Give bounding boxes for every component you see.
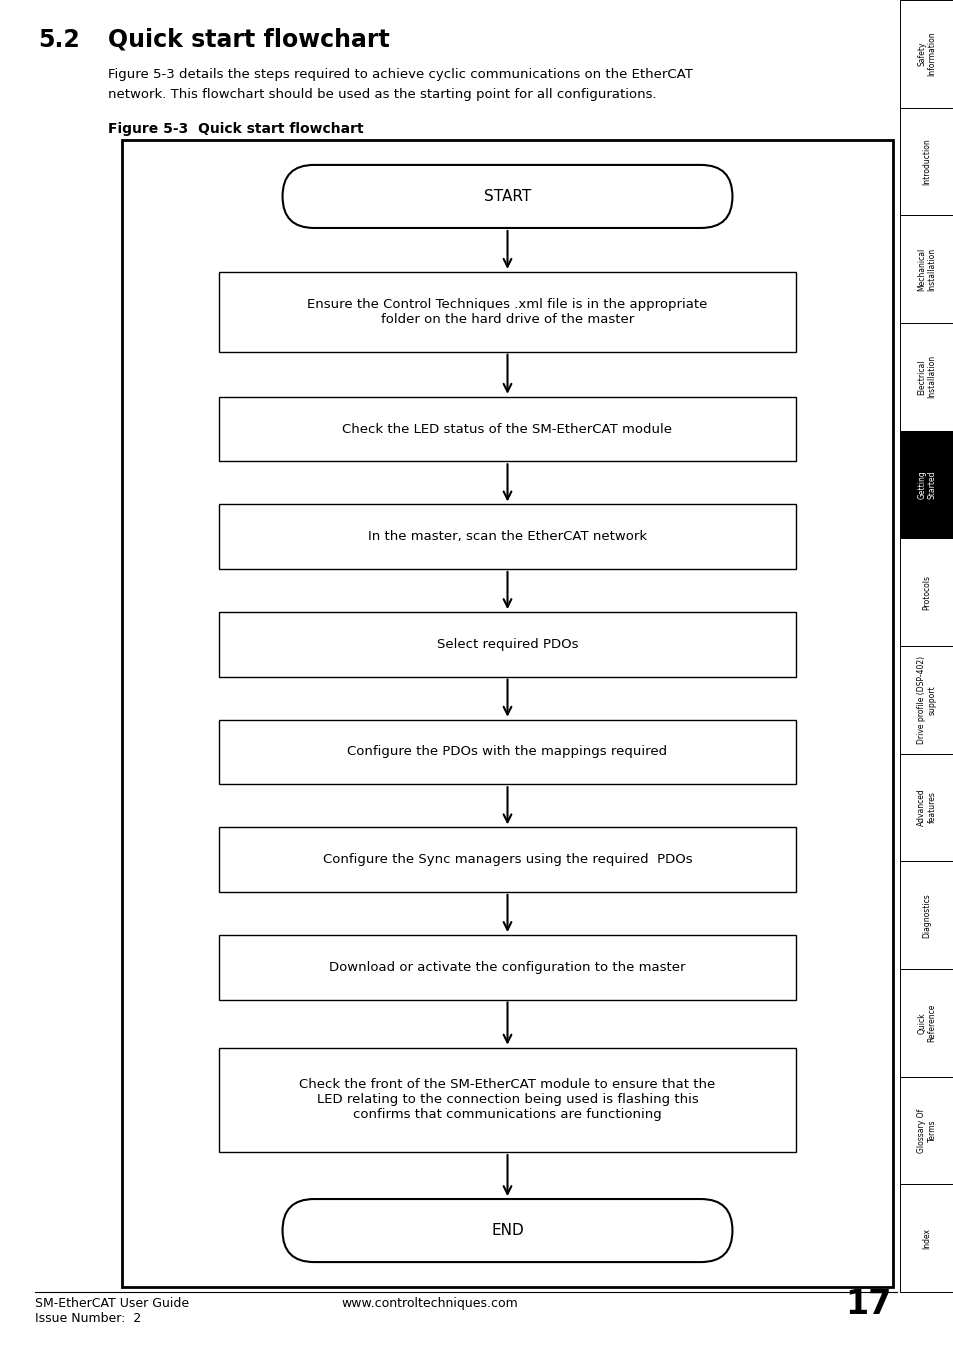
Bar bbox=[899, 753, 953, 861]
Text: Protocols: Protocols bbox=[922, 575, 930, 610]
Text: network. This flowchart should be used as the starting point for all configurati: network. This flowchart should be used a… bbox=[108, 88, 656, 101]
Bar bbox=[899, 538, 953, 646]
Bar bbox=[219, 936, 795, 999]
Bar bbox=[219, 272, 795, 352]
Text: Quick
Reference: Quick Reference bbox=[917, 1003, 936, 1042]
Text: Figure 5-3 details the steps required to achieve cyclic communications on the Et: Figure 5-3 details the steps required to… bbox=[108, 68, 692, 81]
Text: Check the front of the SM-EtherCAT module to ensure that the
LED relating to the: Check the front of the SM-EtherCAT modul… bbox=[299, 1079, 715, 1121]
FancyBboxPatch shape bbox=[282, 165, 732, 228]
Text: Select required PDOs: Select required PDOs bbox=[436, 638, 578, 650]
Text: Configure the PDOs with the mappings required: Configure the PDOs with the mappings req… bbox=[347, 745, 667, 758]
Text: 5.2: 5.2 bbox=[38, 28, 80, 51]
Text: Issue Number:  2: Issue Number: 2 bbox=[35, 1311, 141, 1325]
FancyBboxPatch shape bbox=[282, 1199, 732, 1261]
Bar bbox=[899, 861, 953, 969]
Text: Electrical
Installation: Electrical Installation bbox=[917, 356, 936, 399]
Bar bbox=[899, 431, 953, 538]
Bar bbox=[899, 0, 953, 108]
Bar bbox=[219, 396, 795, 461]
Text: Glossary Of
Terms: Glossary Of Terms bbox=[917, 1109, 936, 1153]
Text: Check the LED status of the SM-EtherCAT module: Check the LED status of the SM-EtherCAT … bbox=[342, 423, 672, 435]
Bar bbox=[899, 323, 953, 431]
Bar bbox=[219, 612, 795, 676]
Bar bbox=[899, 969, 953, 1076]
Bar bbox=[899, 215, 953, 323]
Bar bbox=[219, 719, 795, 784]
Text: Drive profile (DSP-402)
support: Drive profile (DSP-402) support bbox=[917, 656, 936, 744]
Bar bbox=[219, 504, 795, 569]
Text: Index: Index bbox=[922, 1228, 930, 1249]
Text: In the master, scan the EtherCAT network: In the master, scan the EtherCAT network bbox=[368, 530, 646, 544]
Text: Diagnostics: Diagnostics bbox=[922, 892, 930, 937]
Bar bbox=[219, 1048, 795, 1152]
Text: www.controltechniques.com: www.controltechniques.com bbox=[341, 1298, 517, 1310]
Text: Download or activate the configuration to the master: Download or activate the configuration t… bbox=[329, 961, 685, 973]
Text: Getting
Started: Getting Started bbox=[917, 470, 936, 499]
Text: END: END bbox=[491, 1224, 523, 1238]
Text: 17: 17 bbox=[844, 1287, 890, 1321]
Text: Introduction: Introduction bbox=[922, 138, 930, 185]
Text: Safety
Information: Safety Information bbox=[917, 31, 936, 76]
Bar bbox=[899, 1076, 953, 1184]
Text: Figure 5-3  Quick start flowchart: Figure 5-3 Quick start flowchart bbox=[108, 122, 363, 137]
Bar bbox=[122, 141, 892, 1287]
Text: Configure the Sync managers using the required  PDOs: Configure the Sync managers using the re… bbox=[322, 853, 692, 867]
Bar bbox=[899, 1184, 953, 1293]
Text: Mechanical
Installation: Mechanical Installation bbox=[917, 247, 936, 291]
Text: START: START bbox=[483, 189, 531, 204]
Text: Advanced
features: Advanced features bbox=[917, 788, 936, 826]
Text: Ensure the Control Techniques .xml file is in the appropriate
folder on the hard: Ensure the Control Techniques .xml file … bbox=[307, 297, 707, 326]
Bar bbox=[899, 108, 953, 215]
Text: SM-EtherCAT User Guide: SM-EtherCAT User Guide bbox=[35, 1297, 189, 1310]
Bar bbox=[899, 646, 953, 753]
Text: Quick start flowchart: Quick start flowchart bbox=[108, 28, 390, 51]
Bar bbox=[219, 827, 795, 892]
